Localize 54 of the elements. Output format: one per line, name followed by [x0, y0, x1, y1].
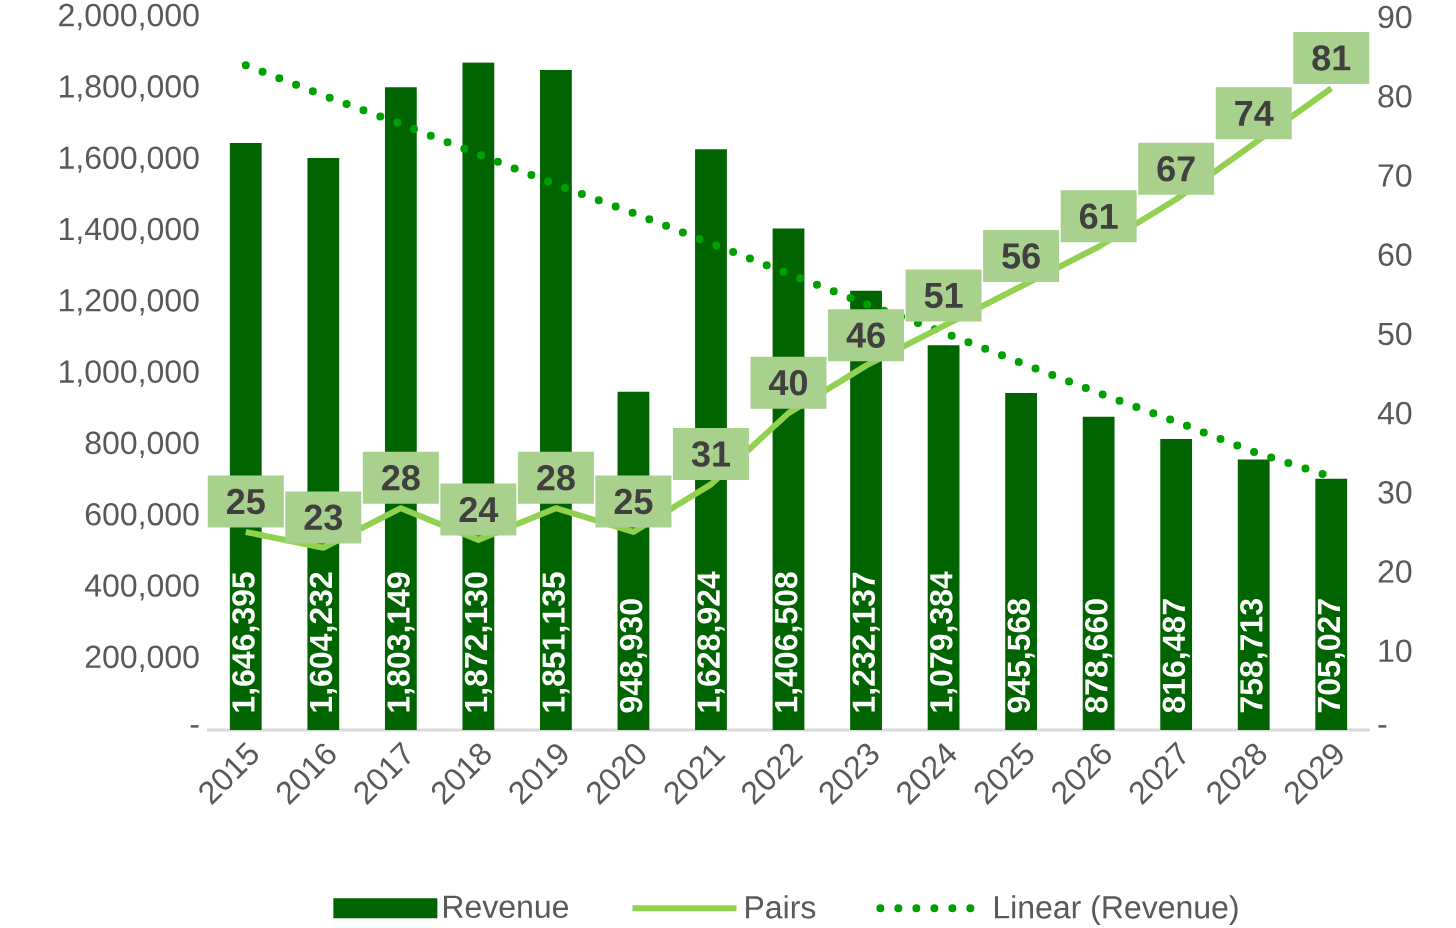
- data-label: 24: [459, 496, 499, 523]
- y2-tick-label: 70: [1378, 164, 1412, 187]
- data-label: 816,487: [1162, 599, 1190, 713]
- data-label: 23: [304, 504, 343, 531]
- data-label: 40: [769, 369, 808, 396]
- data-label: 1,851,135: [542, 572, 570, 712]
- y-tick-label: -: [190, 725, 199, 728]
- y2-tick-label: 80: [1378, 84, 1412, 108]
- y-tick-label: 1,400,000: [60, 217, 199, 245]
- data-label: 81: [1312, 45, 1351, 71]
- data-label: 25: [227, 488, 265, 515]
- y-tick-label: 1,200,000: [60, 289, 199, 316]
- data-label: 1,803,149: [387, 572, 415, 712]
- y2-tick-label: 60: [1378, 243, 1412, 266]
- y-tick-label: 2,000,000: [59, 3, 199, 31]
- y2-tick-label: 90: [1378, 5, 1412, 29]
- y-tick-label: 800,000: [85, 431, 199, 459]
- data-label: 28: [382, 465, 420, 491]
- data-label: 1,872,130: [464, 572, 493, 712]
- y2-tick-label: -: [1378, 725, 1387, 728]
- data-label: 878,660: [1085, 599, 1113, 713]
- data-label: 25: [614, 488, 653, 515]
- data-label: 948,930: [619, 599, 648, 713]
- data-label: 74: [1235, 100, 1274, 126]
- data-label: 1,232,137: [852, 572, 880, 712]
- y-tick-label: 600,000: [85, 502, 199, 530]
- y2-tick-label: 10: [1379, 639, 1412, 663]
- y-tick-label: 1,000,000: [60, 360, 199, 387]
- data-label: 1,628,924: [697, 571, 725, 712]
- y2-tick-label: 50: [1378, 322, 1412, 346]
- data-label: 31: [691, 441, 731, 467]
- data-label: 945,568: [1007, 598, 1035, 713]
- legend-label: Revenue: [444, 895, 569, 919]
- data-label: 67: [1157, 156, 1195, 182]
- data-label: 61: [1079, 203, 1118, 230]
- data-label: 1,646,395: [232, 572, 260, 712]
- y2-tick-label: 30: [1378, 481, 1412, 504]
- data-label: 1,604,232: [309, 572, 337, 712]
- y-tick-label: 200,000: [85, 645, 199, 672]
- legend-label: Pairs: [746, 895, 816, 919]
- data-label: 758,713: [1240, 599, 1268, 713]
- data-label: 56: [1002, 243, 1040, 269]
- y-tick-label: 400,000: [84, 574, 199, 601]
- y2-tick-label: 20: [1378, 560, 1412, 583]
- data-label: 1,406,508: [774, 572, 803, 712]
- data-label: 1,079,384: [929, 571, 958, 712]
- data-label: 51: [924, 283, 963, 309]
- data-label: 46: [846, 322, 885, 348]
- y-tick-label: 1,600,000: [60, 146, 199, 173]
- data-label: 28: [537, 465, 575, 491]
- legend-label: Linear (Revenue): [995, 895, 1238, 925]
- data-label: 705,027: [1317, 599, 1345, 713]
- y2-tick-label: 40: [1377, 401, 1412, 425]
- y-tick-label: 1,800,000: [60, 75, 199, 102]
